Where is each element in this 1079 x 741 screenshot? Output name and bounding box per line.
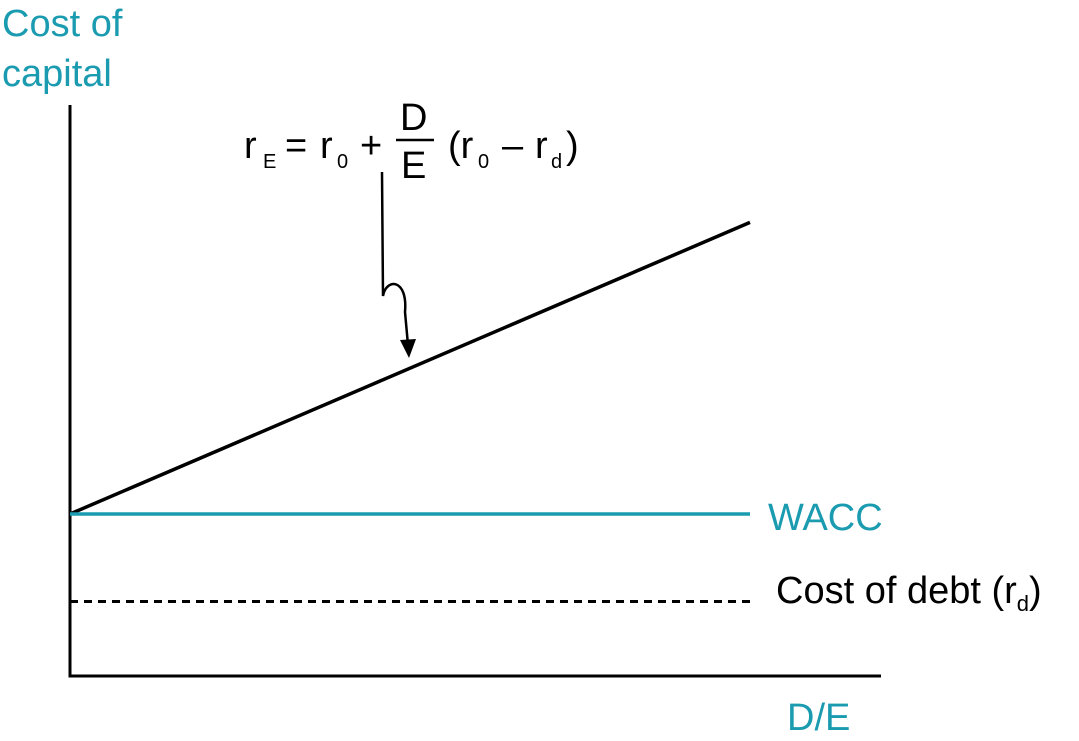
formula-sub-0a: 0 bbox=[337, 151, 348, 173]
formula-close: ) bbox=[566, 125, 579, 167]
annotation-arrowhead-icon bbox=[400, 339, 416, 358]
formula-rd: r bbox=[535, 125, 548, 167]
series-label-cost-of-debt: Cost of debt (rd) bbox=[776, 570, 1042, 616]
formula-minus: – bbox=[502, 125, 524, 167]
formula-numerator: D bbox=[400, 97, 427, 139]
formula-r: r bbox=[244, 125, 257, 167]
annotation-arrow-line bbox=[380, 171, 410, 346]
formula-r0: r bbox=[320, 125, 333, 167]
y-axis-label-line1: Cost of bbox=[2, 3, 123, 45]
formula-open-r: (r bbox=[448, 125, 474, 167]
y-axis-label-line2: capital bbox=[2, 53, 112, 95]
x-axis-label: D/E bbox=[787, 697, 850, 739]
series-label-wacc: WACC bbox=[768, 497, 883, 539]
formula-sub-E: E bbox=[263, 151, 276, 173]
formula-equals: = bbox=[285, 125, 307, 167]
formula-denominator: E bbox=[401, 145, 426, 187]
cost-of-debt-subscript: d bbox=[1017, 591, 1029, 616]
formula-sub-d: d bbox=[551, 151, 562, 173]
formula-plus: + bbox=[360, 125, 382, 167]
formula-annotation: r E = r 0 + D E (r 0 – r d ) bbox=[244, 97, 579, 187]
cost-of-debt-close: ) bbox=[1029, 570, 1042, 612]
series-line-cost-of-equity bbox=[69, 220, 751, 516]
cost-of-debt-text: Cost of debt (r bbox=[776, 570, 1017, 612]
formula-sub-0b: 0 bbox=[478, 151, 489, 173]
